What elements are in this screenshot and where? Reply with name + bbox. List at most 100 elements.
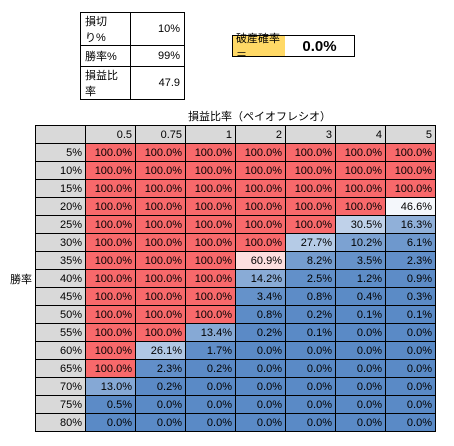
- ruin-probability-value[interactable]: 0.0%: [302, 37, 337, 55]
- ruin-probability-cell[interactable]: 100.0%: [185, 143, 236, 162]
- ruin-probability-cell[interactable]: 100.0%: [135, 197, 186, 216]
- ruin-probability-cell[interactable]: 13.4%: [185, 323, 236, 342]
- ruin-probability-cell[interactable]: 0.1%: [285, 323, 336, 342]
- ruin-probability-cell[interactable]: 0.0%: [235, 359, 286, 378]
- ruin-probability-cell[interactable]: 0.0%: [335, 395, 386, 414]
- ruin-probability-cell[interactable]: 0.0%: [235, 377, 286, 396]
- ruin-probability-cell[interactable]: 0.0%: [185, 395, 236, 414]
- ruin-probability-cell[interactable]: 100.0%: [285, 215, 336, 234]
- ruin-probability-cell[interactable]: 0.0%: [285, 341, 336, 360]
- ruin-probability-cell[interactable]: 100.0%: [335, 143, 386, 162]
- ruin-probability-cell[interactable]: 100.0%: [135, 233, 186, 252]
- ruin-probability-cell[interactable]: 100.0%: [335, 161, 386, 180]
- ruin-probability-cell[interactable]: 0.0%: [285, 395, 336, 414]
- ruin-probability-cell[interactable]: 0.0%: [185, 377, 236, 396]
- ruin-probability-cell[interactable]: 100.0%: [235, 197, 286, 216]
- ruin-probability-cell[interactable]: 2.3%: [135, 359, 186, 378]
- parameter-value-cell[interactable]: 10%: [130, 12, 185, 46]
- ruin-probability-cell[interactable]: 0.0%: [385, 413, 436, 432]
- ruin-probability-cell[interactable]: 100.0%: [85, 143, 136, 162]
- ruin-probability-cell[interactable]: 0.9%: [385, 269, 436, 288]
- ruin-probability-cell[interactable]: 8.2%: [285, 251, 336, 270]
- ruin-probability-cell[interactable]: 0.5%: [85, 395, 136, 414]
- ruin-probability-cell[interactable]: 100.0%: [385, 143, 436, 162]
- ruin-probability-cell[interactable]: 100.0%: [85, 287, 136, 306]
- ruin-probability-cell[interactable]: 0.1%: [335, 305, 386, 324]
- ruin-probability-cell[interactable]: 3.4%: [235, 287, 286, 306]
- ruin-probability-cell[interactable]: 6.1%: [385, 233, 436, 252]
- ruin-probability-cell[interactable]: 100.0%: [235, 179, 286, 198]
- ruin-probability-cell[interactable]: 0.0%: [85, 413, 136, 432]
- ruin-probability-cell[interactable]: 100.0%: [185, 251, 236, 270]
- ruin-probability-cell[interactable]: 0.0%: [235, 413, 286, 432]
- ruin-probability-cell[interactable]: 100.0%: [285, 197, 336, 216]
- ruin-probability-cell[interactable]: 0.0%: [385, 395, 436, 414]
- ruin-probability-cell[interactable]: 0.0%: [285, 377, 336, 396]
- ruin-probability-cell[interactable]: 0.0%: [285, 359, 336, 378]
- ruin-probability-cell[interactable]: 100.0%: [185, 305, 236, 324]
- ruin-probability-cell[interactable]: 100.0%: [285, 179, 336, 198]
- ruin-probability-cell[interactable]: 26.1%: [135, 341, 186, 360]
- ruin-probability-cell[interactable]: 0.0%: [335, 341, 386, 360]
- ruin-probability-cell[interactable]: 0.0%: [385, 359, 436, 378]
- ruin-probability-cell[interactable]: 100.0%: [185, 161, 236, 180]
- ruin-probability-cell[interactable]: 30.5%: [335, 215, 386, 234]
- ruin-probability-cell[interactable]: 100.0%: [85, 179, 136, 198]
- ruin-probability-cell[interactable]: 100.0%: [185, 233, 236, 252]
- ruin-probability-cell[interactable]: 0.0%: [335, 323, 386, 342]
- ruin-probability-cell[interactable]: 0.0%: [235, 341, 286, 360]
- ruin-probability-cell[interactable]: 0.0%: [385, 341, 436, 360]
- ruin-probability-cell[interactable]: 13.0%: [85, 377, 136, 396]
- ruin-probability-cell[interactable]: 100.0%: [135, 215, 186, 234]
- ruin-probability-cell[interactable]: 100.0%: [285, 161, 336, 180]
- ruin-probability-cell[interactable]: 0.0%: [135, 395, 186, 414]
- ruin-probability-cell[interactable]: 0.8%: [235, 305, 286, 324]
- ruin-probability-cell[interactable]: 0.0%: [335, 359, 386, 378]
- ruin-probability-cell[interactable]: 100.0%: [185, 197, 236, 216]
- ruin-probability-cell[interactable]: 0.0%: [185, 413, 236, 432]
- ruin-probability-cell[interactable]: 1.7%: [185, 341, 236, 360]
- ruin-probability-cell[interactable]: 100.0%: [85, 269, 136, 288]
- ruin-probability-cell[interactable]: 100.0%: [85, 215, 136, 234]
- ruin-probability-cell[interactable]: 100.0%: [85, 305, 136, 324]
- ruin-probability-cell[interactable]: 2.3%: [385, 251, 436, 270]
- ruin-probability-cell[interactable]: 100.0%: [185, 269, 236, 288]
- ruin-probability-cell[interactable]: 100.0%: [135, 305, 186, 324]
- ruin-probability-cell[interactable]: 100.0%: [85, 197, 136, 216]
- ruin-probability-cell[interactable]: 100.0%: [85, 161, 136, 180]
- ruin-probability-cell[interactable]: 100.0%: [185, 287, 236, 306]
- ruin-probability-cell[interactable]: 0.0%: [135, 413, 186, 432]
- ruin-probability-cell[interactable]: 100.0%: [335, 197, 386, 216]
- ruin-probability-cell[interactable]: 100.0%: [135, 287, 186, 306]
- ruin-probability-cell[interactable]: 0.0%: [335, 377, 386, 396]
- ruin-probability-cell[interactable]: 0.0%: [385, 323, 436, 342]
- ruin-probability-cell[interactable]: 100.0%: [235, 215, 286, 234]
- ruin-probability-cell[interactable]: 1.2%: [335, 269, 386, 288]
- parameter-value-cell[interactable]: 47.9: [130, 66, 185, 100]
- ruin-probability-cell[interactable]: 0.0%: [335, 413, 386, 432]
- ruin-probability-cell[interactable]: 100.0%: [135, 179, 186, 198]
- ruin-probability-cell[interactable]: 16.3%: [385, 215, 436, 234]
- ruin-probability-cell[interactable]: 100.0%: [285, 143, 336, 162]
- ruin-probability-cell[interactable]: 100.0%: [135, 269, 186, 288]
- ruin-probability-cell[interactable]: 100.0%: [85, 323, 136, 342]
- ruin-probability-cell[interactable]: 100.0%: [85, 359, 136, 378]
- ruin-probability-cell[interactable]: 0.3%: [385, 287, 436, 306]
- ruin-probability-cell[interactable]: 0.0%: [235, 395, 286, 414]
- ruin-probability-cell[interactable]: 0.2%: [185, 359, 236, 378]
- ruin-probability-cell[interactable]: 100.0%: [185, 215, 236, 234]
- parameter-value-cell[interactable]: 99%: [130, 45, 185, 67]
- ruin-probability-cell[interactable]: 100.0%: [235, 143, 286, 162]
- ruin-probability-cell[interactable]: 100.0%: [235, 161, 286, 180]
- ruin-probability-cell[interactable]: 100.0%: [85, 341, 136, 360]
- ruin-probability-cell[interactable]: 14.2%: [235, 269, 286, 288]
- ruin-probability-cell[interactable]: 0.4%: [335, 287, 386, 306]
- ruin-probability-cell[interactable]: 100.0%: [385, 161, 436, 180]
- ruin-probability-cell[interactable]: 3.5%: [335, 251, 386, 270]
- ruin-probability-cell[interactable]: 100.0%: [235, 233, 286, 252]
- ruin-probability-cell[interactable]: 27.7%: [285, 233, 336, 252]
- ruin-probability-cell[interactable]: 100.0%: [135, 143, 186, 162]
- ruin-probability-cell[interactable]: 0.2%: [285, 305, 336, 324]
- ruin-probability-cell[interactable]: 0.0%: [285, 413, 336, 432]
- ruin-probability-cell[interactable]: 10.2%: [335, 233, 386, 252]
